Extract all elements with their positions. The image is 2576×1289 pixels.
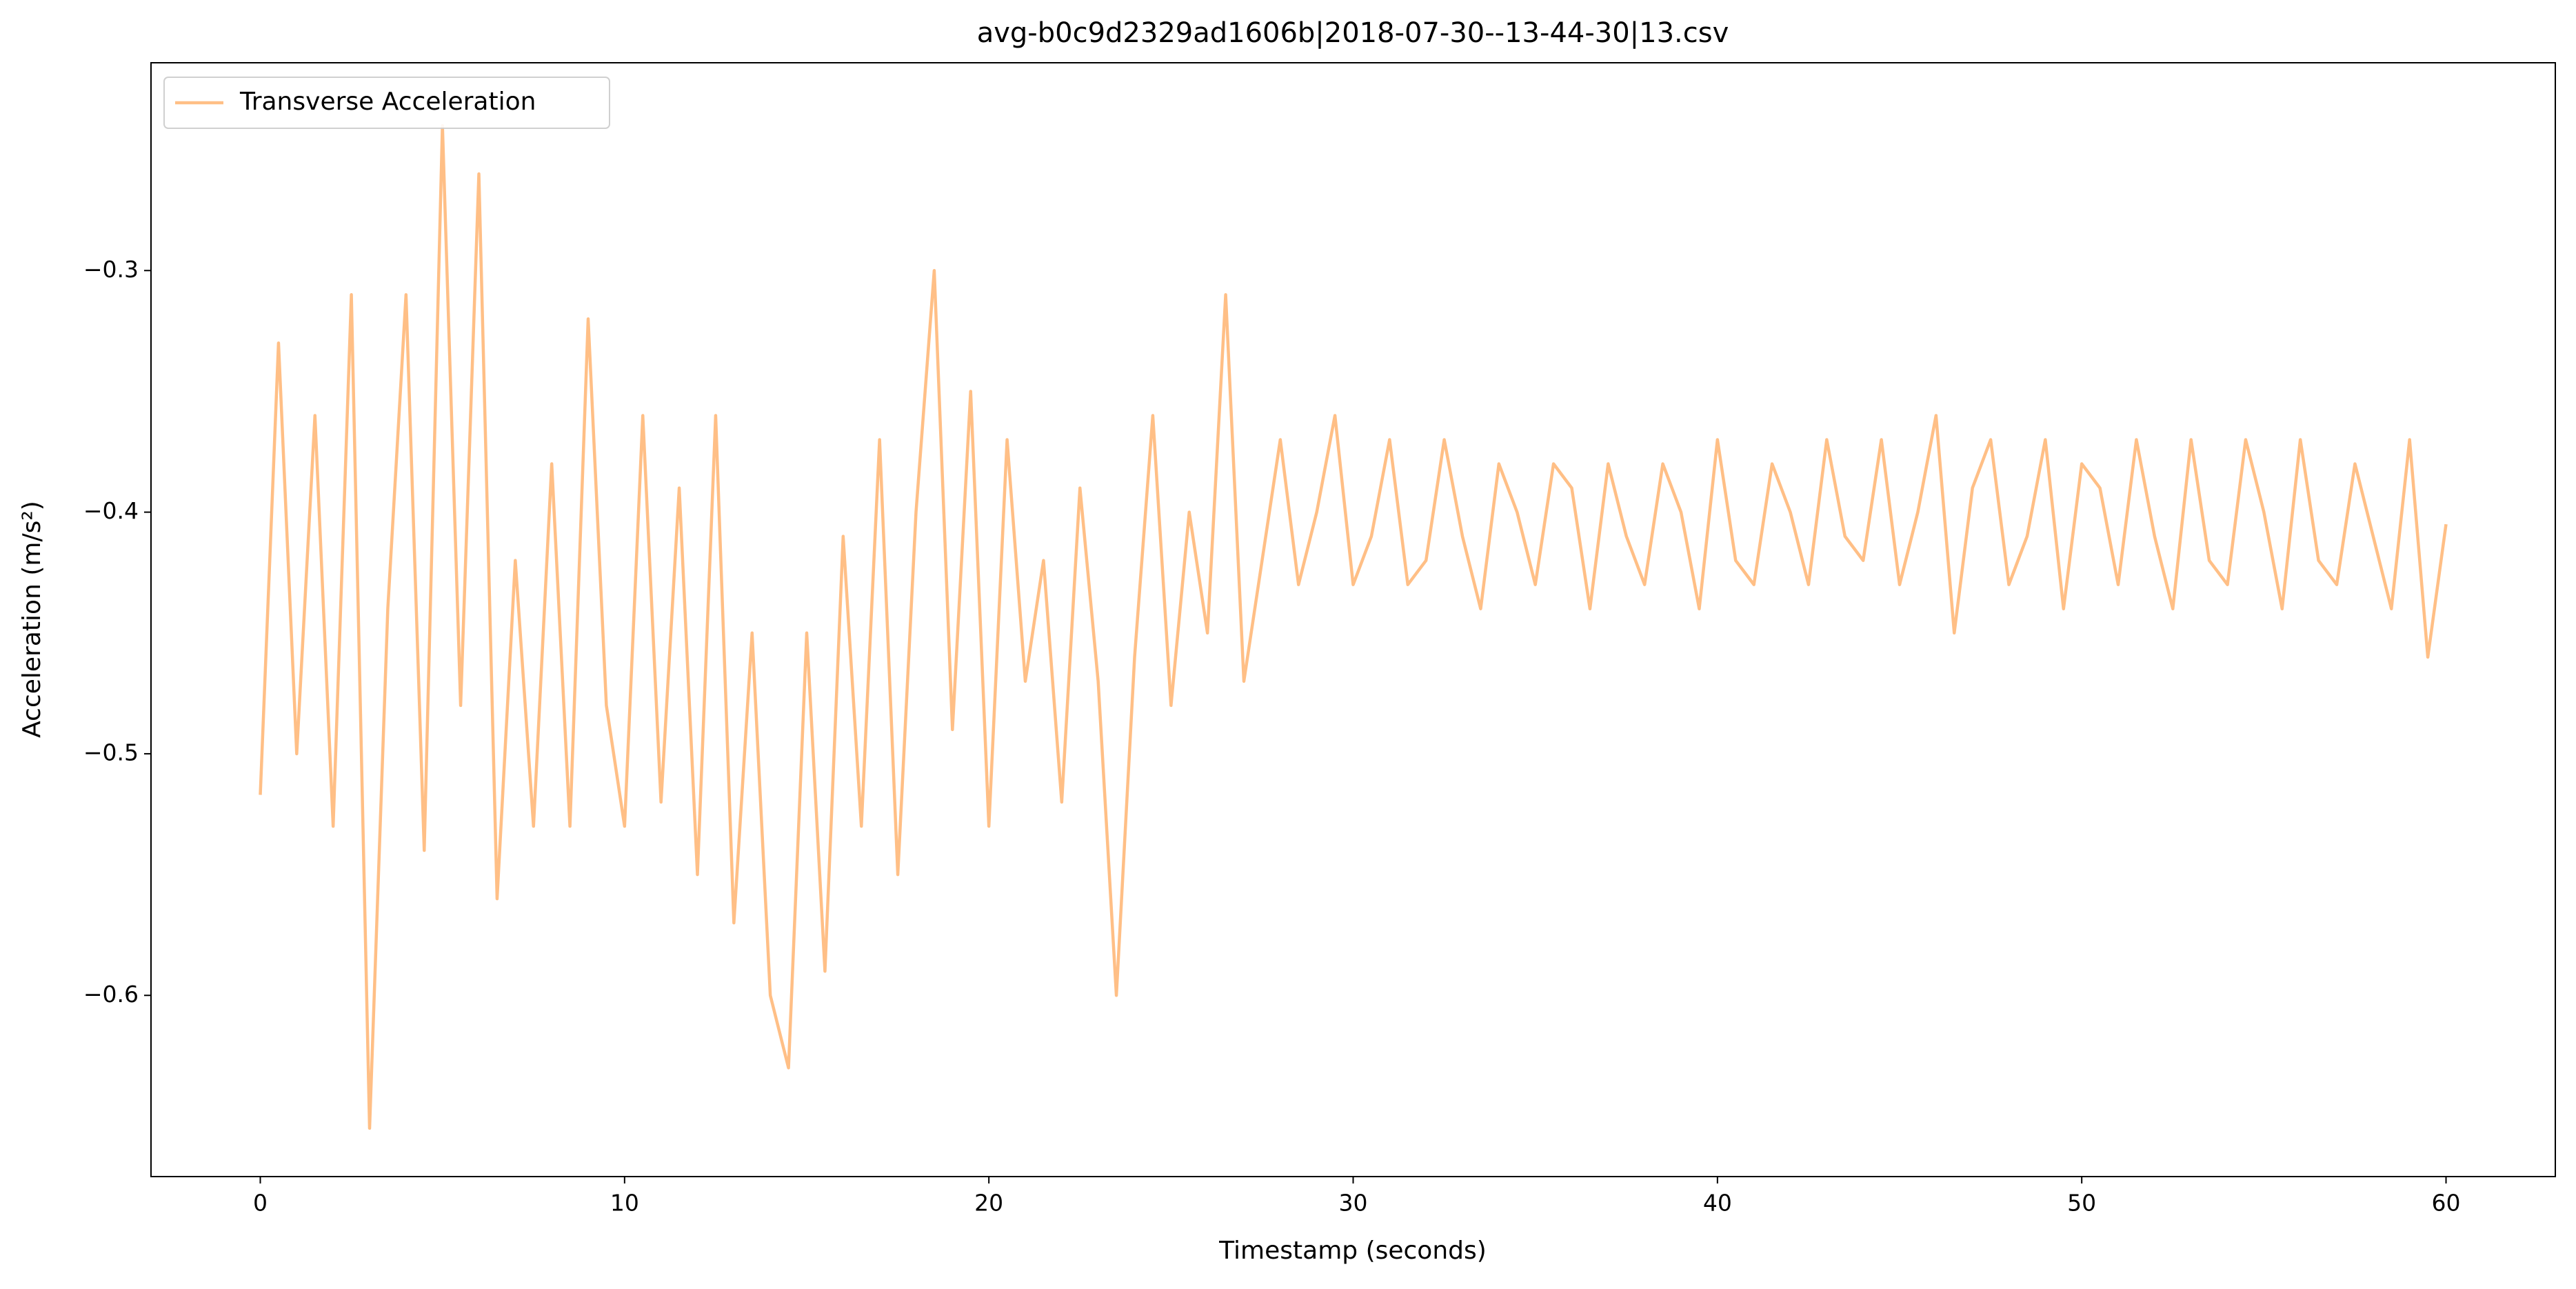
legend-label: Transverse Acceleration [239, 88, 536, 116]
plot-frame [150, 62, 2556, 1177]
x-tick-label: 60 [2432, 1190, 2461, 1217]
y-tick-label: −0.4 [83, 497, 139, 524]
x-tick-label: 0 [253, 1190, 268, 1217]
data-line [259, 123, 2448, 1130]
y-tick-label: −0.6 [83, 981, 139, 1008]
x-tick-label: 50 [2067, 1190, 2096, 1217]
x-tick-label: 40 [1703, 1190, 1732, 1217]
x-axis-label: Timestamp (seconds) [1218, 1237, 1487, 1265]
y-tick-label: −0.5 [83, 739, 139, 766]
x-tick-label: 30 [1339, 1190, 1368, 1217]
chart-title: avg-b0c9d2329ad1606b|2018-07-30--13-44-3… [977, 17, 1729, 49]
y-axis-label: Acceleration (m/s²) [18, 501, 46, 738]
x-tick-label: 10 [610, 1190, 639, 1217]
legend-box [163, 77, 610, 129]
y-tick-label: −0.3 [83, 256, 139, 283]
x-tick-label: 20 [974, 1190, 1003, 1217]
